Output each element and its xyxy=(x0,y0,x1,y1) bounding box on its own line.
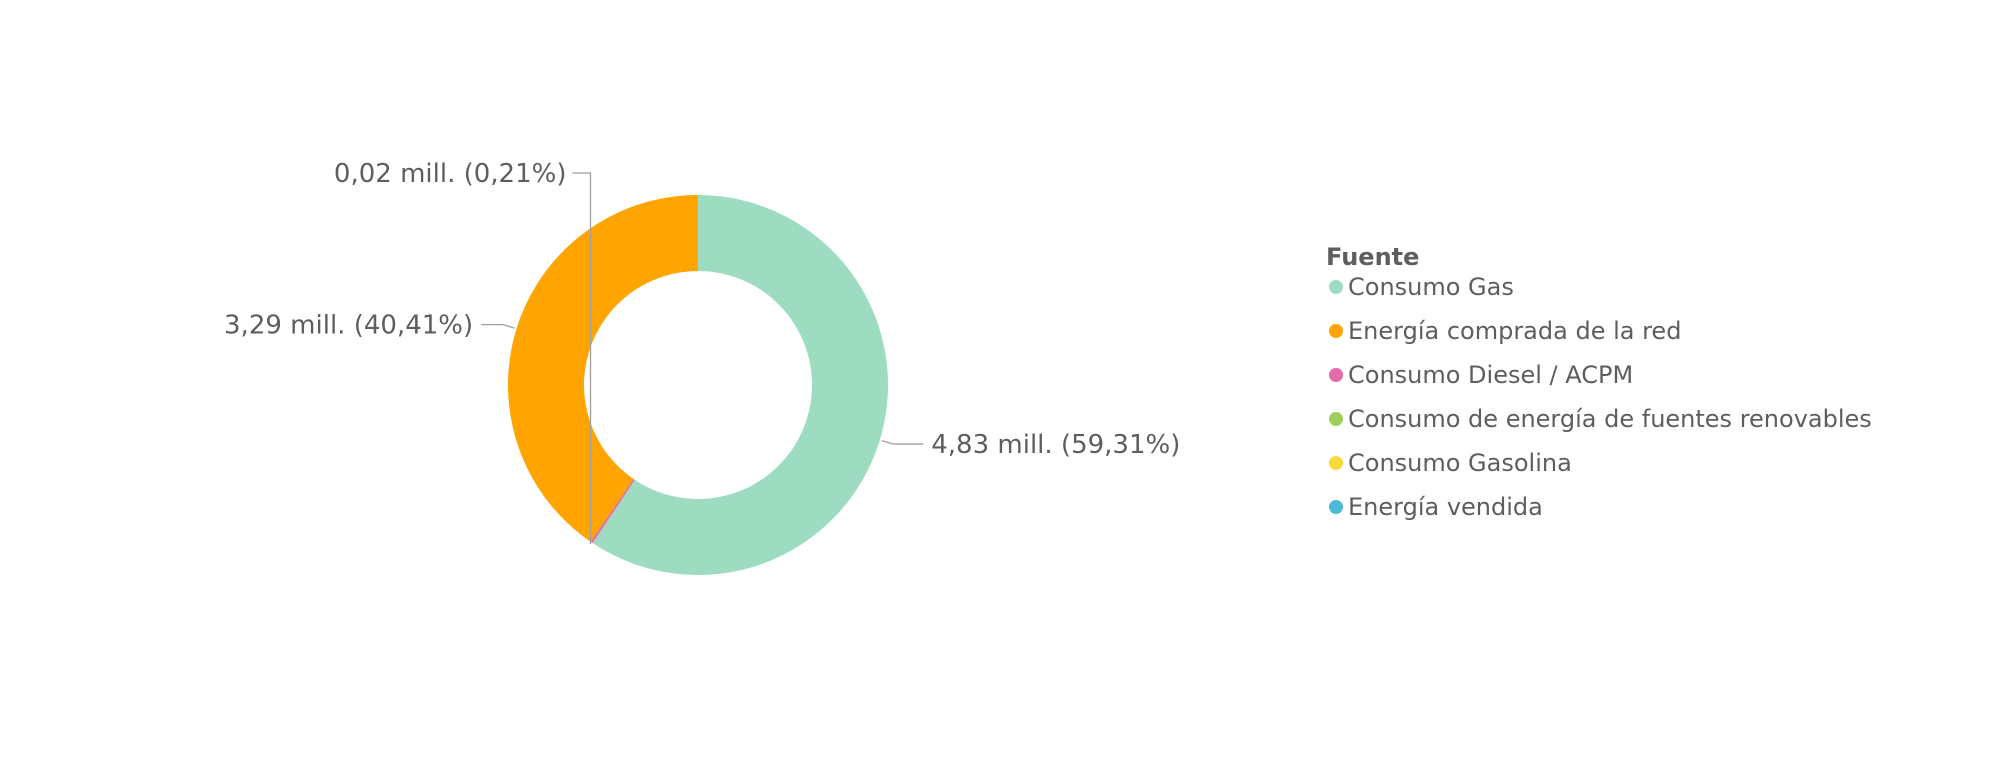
legend-marker[interactable] xyxy=(1329,456,1343,470)
legend-marker[interactable] xyxy=(1329,412,1343,426)
legend-item-label[interactable]: Consumo Diesel / ACPM xyxy=(1348,361,1633,389)
legend-title: Fuente xyxy=(1326,243,1419,271)
legend: Fuente Consumo Gas Energía comprada de la… xyxy=(1326,243,1872,521)
data-label: 4,83 mill. (59,31%) xyxy=(931,430,1180,460)
leader-lines xyxy=(481,172,924,545)
legend-marker[interactable] xyxy=(1329,280,1343,294)
legend-marker[interactable] xyxy=(1329,368,1343,382)
legend-item-label[interactable]: Consumo de energía de fuentes renovables xyxy=(1348,405,1872,433)
legend-item-label[interactable]: Energía vendida xyxy=(1348,493,1543,521)
legend-item-label[interactable]: Consumo Gasolina xyxy=(1348,449,1572,477)
slice-consumo-diesel-acpm[interactable] xyxy=(590,479,635,544)
legend-marker[interactable] xyxy=(1329,324,1343,338)
data-labels: 4,83 mill. (59,31%) 3,29 mill. (40,41%) 0,… xyxy=(224,159,1180,460)
slice-consumo-gas[interactable] xyxy=(592,195,888,575)
donut-slices xyxy=(507,195,888,575)
slice-energ-a-comprada-de-la-red[interactable] xyxy=(507,195,698,542)
data-label: 0,02 mill. (0,21%) xyxy=(334,159,567,189)
legend-item-label[interactable]: Consumo Gas xyxy=(1348,273,1514,301)
leader-line xyxy=(572,172,592,545)
legend-marker[interactable] xyxy=(1329,500,1343,514)
leader-line xyxy=(881,439,924,445)
legend-item-label[interactable]: Energía comprada de la red xyxy=(1348,317,1681,345)
leader-line xyxy=(481,323,515,329)
data-label: 3,29 mill. (40,41%) xyxy=(224,311,473,341)
